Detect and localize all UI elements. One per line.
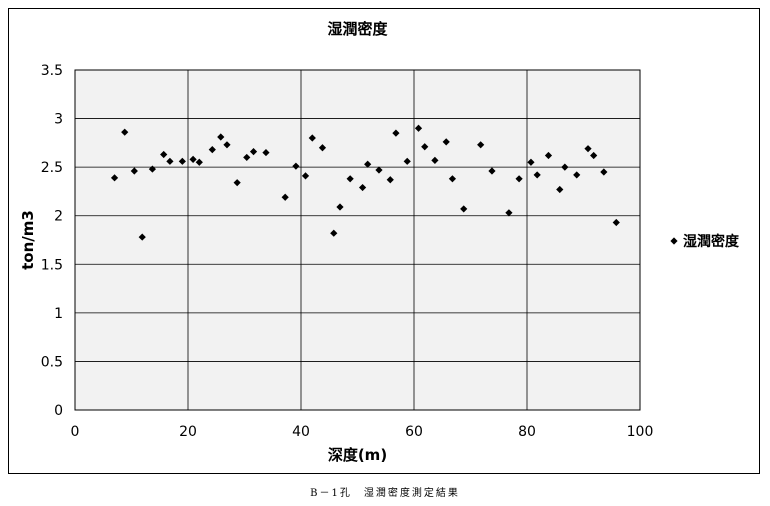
data-point <box>527 158 535 166</box>
data-point <box>403 157 411 165</box>
legend-marker-diamond <box>670 237 678 245</box>
data-point <box>375 166 383 174</box>
data-point <box>121 128 129 136</box>
chart-title: 湿潤密度 <box>327 20 388 38</box>
data-point <box>386 176 394 184</box>
data-point <box>392 129 400 137</box>
data-point <box>414 124 423 132</box>
x-tick-label: 20 <box>179 424 197 440</box>
data-point <box>223 141 231 149</box>
data-point <box>561 163 569 171</box>
data-point <box>249 148 258 156</box>
y-tick-label: 3 <box>54 112 63 128</box>
data-point <box>533 171 541 179</box>
data-point <box>160 150 168 159</box>
data-point <box>166 157 174 165</box>
data-point <box>195 158 203 166</box>
x-tick-label: 80 <box>518 424 536 440</box>
data-point <box>148 165 157 173</box>
data-point <box>358 183 367 192</box>
data-point <box>217 133 225 141</box>
scatter-chart: 湿潤密度 00.511.522.533.50 20 40 60 80 100 深度(m) … <box>19 20 740 464</box>
data-point <box>243 153 251 162</box>
y-tick-label: 2.5 <box>41 160 63 176</box>
data-point <box>262 148 270 157</box>
data-point <box>346 175 354 183</box>
plot-area <box>74 69 641 411</box>
data-point <box>292 162 300 170</box>
data-point <box>233 179 241 187</box>
data-point <box>189 155 197 163</box>
data-point <box>431 156 439 164</box>
data-point <box>308 134 316 142</box>
data-point <box>336 203 344 211</box>
y-tick-label: 3.5 <box>41 63 63 79</box>
y-tick-label: 0.5 <box>41 354 63 370</box>
data-point <box>421 143 429 151</box>
data-point <box>138 233 146 241</box>
data-point <box>488 167 496 175</box>
y-tick-label: 1 <box>54 306 63 322</box>
grid-lines <box>75 70 640 410</box>
data-point <box>612 218 620 227</box>
data-point <box>505 209 513 217</box>
y-axis-title: ton/m3 <box>19 210 37 270</box>
data-points <box>110 124 620 241</box>
legend-label: 湿潤密度 <box>683 233 740 250</box>
x-tick-label: 100 <box>627 424 654 440</box>
data-point <box>544 151 553 160</box>
y-tick-label: 0 <box>54 403 63 419</box>
data-point <box>600 168 608 176</box>
data-point <box>584 145 592 153</box>
data-point <box>556 185 564 194</box>
data-point <box>130 167 138 175</box>
x-tick-label: 40 <box>292 424 310 440</box>
data-point <box>477 141 485 149</box>
data-point <box>573 171 581 179</box>
data-point <box>301 172 310 180</box>
data-point <box>515 175 523 183</box>
figure-caption: B－1孔 湿潤密度測定結果 <box>310 488 460 499</box>
data-point <box>448 175 457 183</box>
data-point <box>178 157 186 165</box>
data-point <box>460 205 468 213</box>
tick-labels: 0 0.5 1 1.5 2 2.5 3 3.5 0 20 40 60 80 100 <box>41 63 654 440</box>
data-point <box>364 160 372 168</box>
legend: 湿潤密度 <box>670 233 740 250</box>
y-tick-label: 2 <box>54 209 63 225</box>
x-tick-label: 0 <box>71 424 80 440</box>
data-point <box>318 144 327 152</box>
data-point <box>330 229 338 237</box>
data-point <box>110 174 119 182</box>
x-axis-title: 深度(m) <box>328 446 387 464</box>
data-point <box>208 146 216 154</box>
data-point <box>281 193 289 201</box>
data-point <box>442 138 450 146</box>
x-tick-label: 60 <box>405 424 423 440</box>
data-point <box>590 151 598 160</box>
y-tick-label: 1.5 <box>41 257 63 273</box>
